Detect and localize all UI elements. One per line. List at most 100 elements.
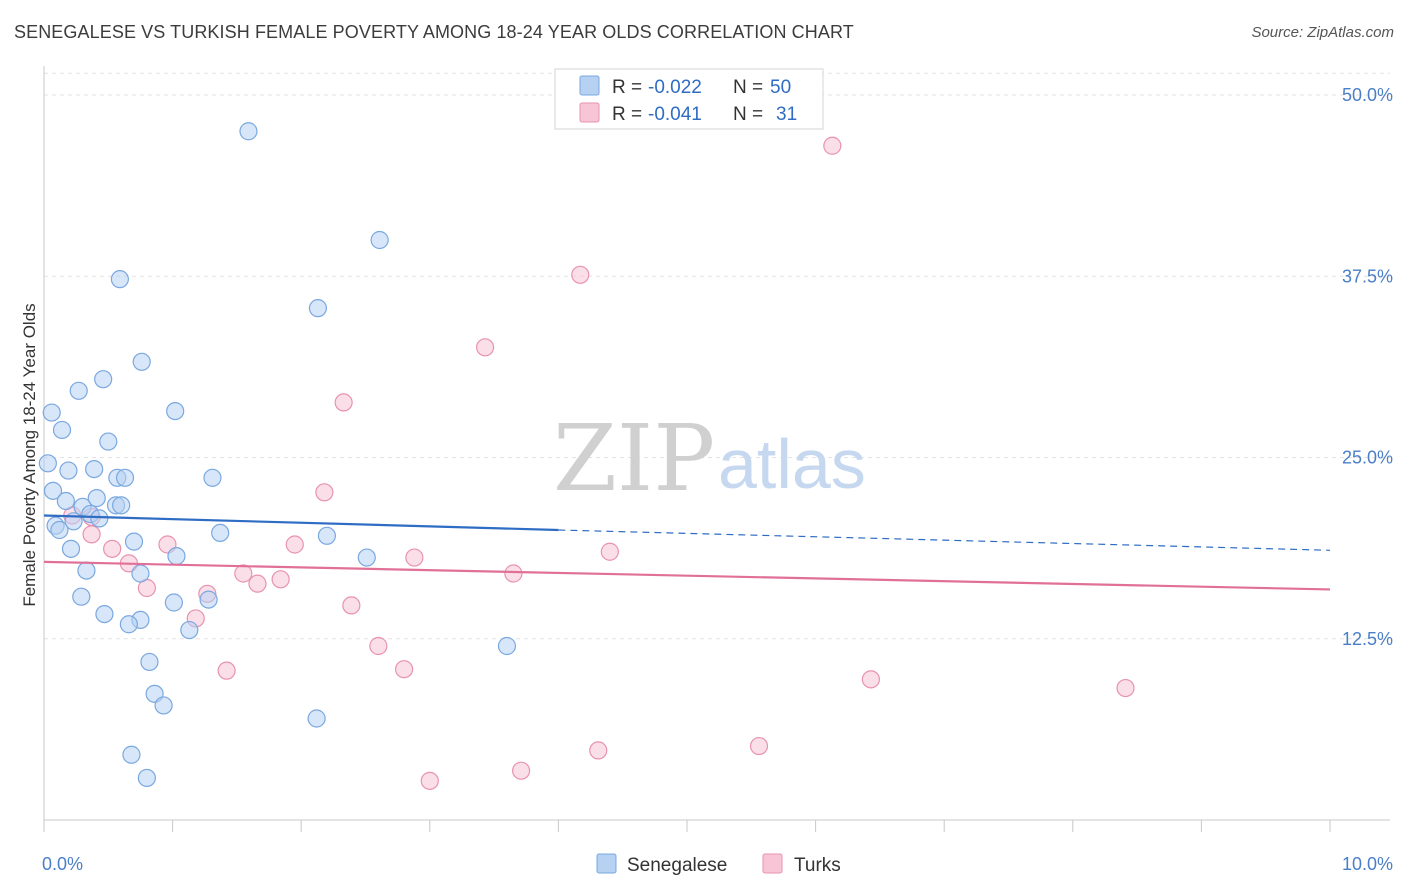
point-turks-17 [271, 570, 290, 589]
y-tick-label-0: 12.5% [1342, 629, 1393, 649]
legend-label-senegalese: Senegalese [627, 855, 727, 876]
point-senegalese-36 [72, 587, 91, 606]
trend-line-dashed-senegalese [558, 529, 1331, 551]
point-senegalese-35 [77, 561, 96, 580]
point-senegalese-37 [199, 590, 218, 609]
point-senegalese-4 [132, 352, 151, 371]
stats-r-label-turks: R = [612, 104, 642, 125]
legend-swatch-senegalese [596, 853, 617, 874]
stats-n-value-turks: 31 [776, 104, 797, 125]
point-senegalese-38 [164, 593, 183, 612]
point-senegalese-9 [52, 420, 72, 440]
point-senegalese-8 [166, 402, 185, 421]
point-senegalese-34 [131, 564, 150, 583]
stats-n-value-senegalese: 50 [770, 77, 791, 98]
point-turks-24 [217, 661, 236, 680]
stats-n-label-turks: N = [733, 104, 763, 125]
point-turks-4 [315, 483, 334, 502]
chart-title: SENEGALESE VS TURKISH FEMALE POVERTY AMO… [14, 22, 854, 42]
y-tick-labels: 12.5% 25.0% 37.5% 50.0% [1342, 85, 1393, 649]
trend-line-turks [43, 560, 1331, 591]
point-senegalese-33 [61, 539, 81, 558]
stats-swatch-turks [579, 102, 600, 123]
y-tick-label-1: 25.0% [1342, 448, 1393, 468]
point-senegalese-24 [90, 509, 109, 528]
point-senegalese-22 [112, 496, 131, 515]
point-turks-1 [571, 265, 590, 284]
point-senegalese-44 [140, 652, 159, 672]
point-turks-28 [589, 741, 608, 760]
point-turks-10 [285, 535, 304, 554]
point-turks-25 [861, 670, 880, 689]
x-tick-labels: 0.0% 10.0% [42, 854, 1393, 874]
watermark-atlas: atlas [718, 425, 866, 503]
stats-r-label-senegalese: R = [612, 77, 642, 98]
point-senegalese-10 [99, 432, 118, 451]
trend-lines [43, 514, 1331, 591]
point-senegalese-29 [317, 526, 337, 545]
point-turks-8 [103, 539, 122, 558]
point-senegalese-18 [87, 489, 106, 508]
point-senegalese-15 [115, 468, 135, 487]
trend-line-senegalese [43, 514, 559, 532]
stats-box: R = -0.022 N = 50 R = -0.041 N = 31 [554, 68, 824, 130]
point-senegalese-3 [308, 299, 328, 318]
point-turks-3 [334, 393, 353, 412]
point-senegalese-7 [42, 403, 61, 422]
stats-swatch-senegalese [579, 75, 600, 96]
point-turks-29 [512, 761, 531, 780]
point-turks-0 [823, 136, 842, 155]
legend: Senegalese Turks [596, 853, 841, 876]
point-turks-22 [369, 636, 388, 656]
point-senegalese-6 [94, 370, 113, 389]
point-senegalese-0 [239, 122, 258, 141]
point-turks-16 [248, 574, 267, 593]
point-senegalese-2 [110, 270, 129, 289]
point-senegalese-46 [154, 696, 173, 715]
x-tick-label-1: 10.0% [1342, 854, 1393, 874]
point-senegalese-11 [38, 454, 57, 473]
stats-r-value-senegalese: -0.022 [648, 77, 702, 98]
stats-n-label-senegalese: N = [733, 77, 763, 98]
point-senegalese-30 [124, 532, 144, 551]
legend-swatch-turks [762, 853, 783, 874]
point-turks-11 [405, 548, 424, 567]
point-senegalese-31 [167, 546, 186, 566]
point-senegalese-47 [307, 709, 326, 728]
point-senegalese-13 [85, 460, 104, 479]
point-senegalese-48 [122, 745, 141, 764]
point-senegalese-49 [137, 768, 156, 788]
point-senegalese-12 [59, 461, 78, 480]
point-senegalese-42 [180, 620, 199, 640]
point-turks-7 [82, 525, 101, 544]
point-turks-14 [504, 564, 523, 583]
point-senegalese-43 [497, 636, 517, 656]
y-tick-label-2: 37.5% [1342, 266, 1393, 286]
point-turks-20 [342, 596, 361, 615]
legend-label-turks: Turks [794, 855, 841, 876]
series-senegalese [38, 122, 517, 788]
point-senegalese-39 [95, 604, 114, 624]
point-turks-30 [420, 771, 439, 790]
point-senegalese-27 [50, 520, 69, 540]
point-senegalese-16 [203, 468, 222, 487]
axes [43, 66, 1390, 832]
watermark-zip: ZIP [553, 405, 715, 512]
point-turks-23 [394, 660, 414, 679]
point-turks-26 [1116, 678, 1135, 698]
point-senegalese-17 [43, 481, 63, 500]
stats-box-frame [554, 68, 824, 130]
point-senegalese-19 [56, 491, 75, 511]
point-senegalese-1 [370, 230, 389, 250]
point-senegalese-41 [119, 615, 138, 634]
point-turks-12 [600, 542, 619, 561]
stats-r-value-turks: -0.041 [648, 104, 702, 125]
y-axis-label: Female Poverty Among 18-24 Year Olds [20, 303, 39, 606]
y-tick-label-3: 50.0% [1342, 85, 1393, 105]
point-turks-15 [234, 564, 253, 583]
point-senegalese-5 [69, 381, 88, 400]
source-credit: Source: ZipAtlas.com [1251, 24, 1394, 41]
point-turks-2 [475, 338, 495, 357]
point-turks-27 [749, 736, 769, 756]
